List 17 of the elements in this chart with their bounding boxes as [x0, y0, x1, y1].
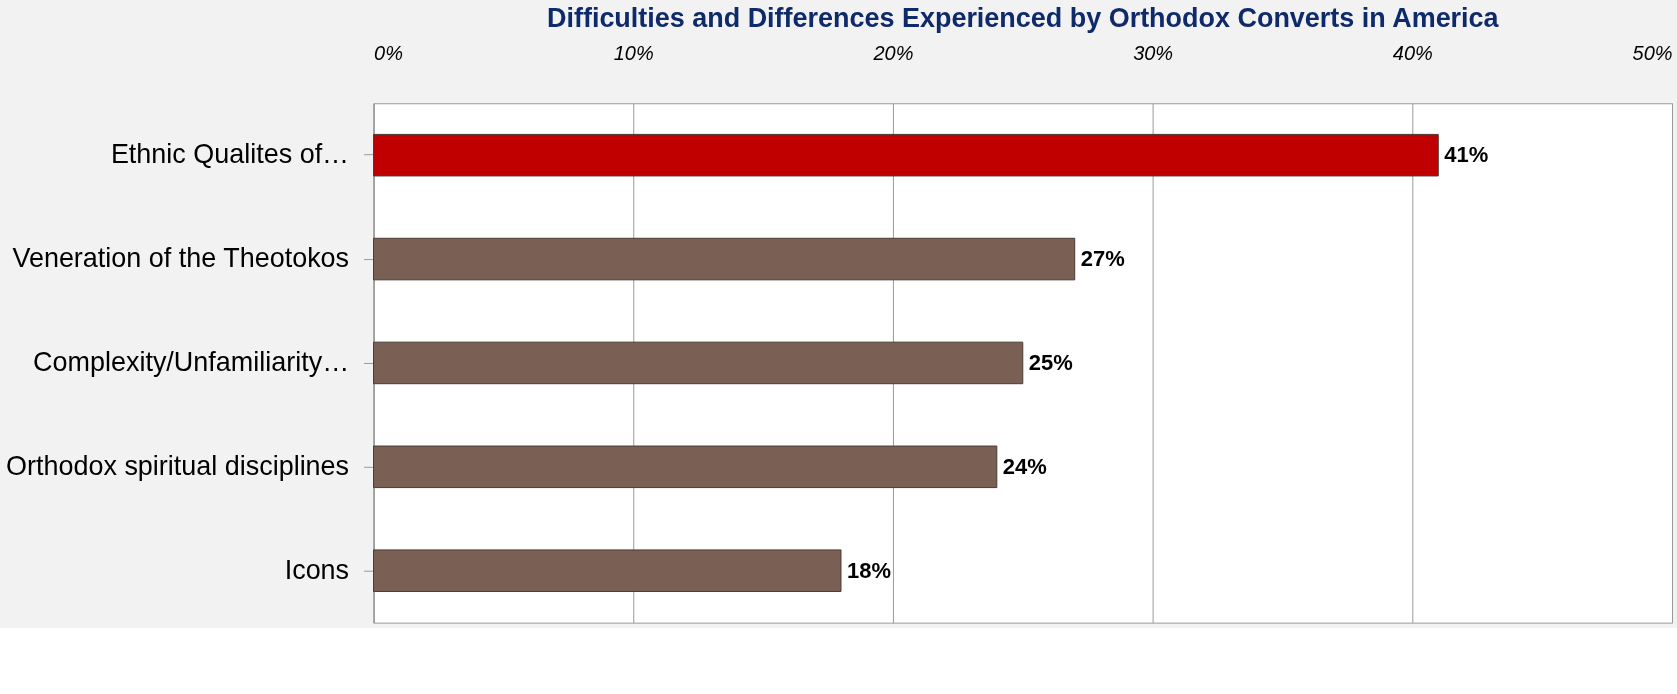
x-tick-label: 10% [613, 41, 654, 64]
x-tick-label: 0% [374, 41, 403, 64]
x-tick-label: 50% [1632, 41, 1673, 64]
data-label: 27% [1080, 246, 1125, 272]
x-tick-label: 20% [872, 41, 914, 64]
x-tick-label: 30% [1133, 41, 1174, 64]
data-label: 24% [1002, 453, 1047, 479]
y-tick-label: Orthodox spiritual disciplines [6, 450, 350, 481]
y-tick-label: Veneration of the Theotokos [12, 243, 350, 274]
y-tick-label: Icons [284, 554, 350, 585]
y-tick-label: Ethnic Qualites of… [110, 139, 350, 170]
data-label: 18% [846, 557, 891, 583]
data-label: 41% [1444, 142, 1489, 168]
y-tick-label: Complexity/Unfamiliarity… [33, 346, 350, 377]
chart-title: Difficulties and Differences Experienced by Orthodox Converts in America [546, 3, 1500, 34]
x-tick-label: 40% [1392, 41, 1433, 64]
data-label: 25% [1028, 349, 1073, 375]
